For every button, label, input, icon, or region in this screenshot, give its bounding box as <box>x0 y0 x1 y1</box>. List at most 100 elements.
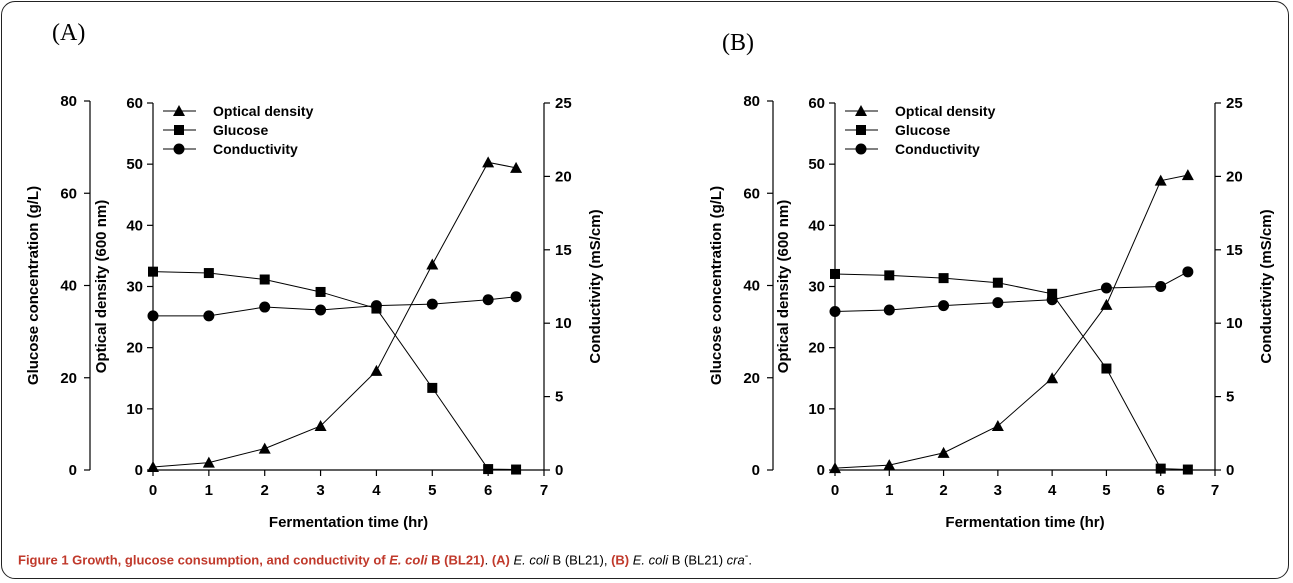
x-tick-label: 5 <box>1102 482 1110 499</box>
caption-period: . <box>484 552 492 568</box>
conductivity-tick-label: 20 <box>555 168 572 185</box>
conductivity-tick-label: 0 <box>1226 462 1234 479</box>
figure-caption: Figure 1 Growth, glucose consumption, an… <box>18 550 752 567</box>
data-point-optical-density <box>991 419 1004 431</box>
x-tick-label: 5 <box>428 482 436 499</box>
conductivity-tick-label: 10 <box>555 315 572 332</box>
data-point-conductivity <box>1100 282 1112 294</box>
caption-end: . <box>748 552 752 568</box>
legend-label: Optical density <box>213 103 314 119</box>
data-point-glucose <box>483 464 494 475</box>
glucose-tick-label: 20 <box>60 370 77 387</box>
data-point-glucose <box>427 382 438 393</box>
data-point-optical-density <box>1154 174 1167 186</box>
caption-text-b: B (BL21) <box>668 552 727 568</box>
data-point-conductivity <box>259 301 271 313</box>
x-tick-label: 0 <box>149 482 157 499</box>
data-point-glucose <box>1155 463 1166 474</box>
data-point-optical-density <box>883 459 896 471</box>
caption-gene-superscript: - <box>744 550 749 562</box>
conductivity-tick-label: 10 <box>1226 315 1243 332</box>
data-point-glucose <box>992 277 1003 288</box>
data-point-glucose <box>1182 464 1193 475</box>
od-axis-title: Optical density (600 nm) <box>93 200 110 373</box>
glucose-axis-title: Glucose concentration (g/L) <box>25 186 42 385</box>
chart-panel-b: (B) 0 1 2 3 4 5 6 7 Fermentation time (hr) 0 20 40 60… <box>708 30 1275 531</box>
legend-marker <box>855 105 867 116</box>
data-point-conductivity <box>883 304 895 316</box>
data-point-glucose <box>511 464 522 475</box>
glucose-axis-title: Glucose concentration (g/L) <box>708 186 725 385</box>
series-line-conductivity <box>834 271 1189 312</box>
x-tick-label: 3 <box>316 482 324 499</box>
caption-label-a: (A) <box>491 552 514 568</box>
od-tick-label: 40 <box>126 217 143 234</box>
glucose-tick-label: 60 <box>60 185 77 202</box>
glucose-tick-label: 60 <box>743 185 760 202</box>
data-point-optical-density <box>370 364 383 376</box>
panel-label: (B) <box>722 30 754 56</box>
od-tick-label: 10 <box>808 401 825 418</box>
series-conductivity <box>829 266 1194 317</box>
legend: Optical density Glucose Conductivity <box>163 103 314 157</box>
glucose-tick-label: 40 <box>743 278 760 295</box>
series-conductivity <box>147 291 522 322</box>
od-tick-label: 50 <box>808 156 825 173</box>
legend-marker <box>174 125 184 135</box>
x-tick-label: 4 <box>372 482 381 499</box>
glucose-tick-label: 80 <box>60 93 77 110</box>
data-point-optical-density <box>829 462 841 474</box>
legend-label: Glucose <box>213 122 268 138</box>
conductivity-tick-label: 15 <box>555 242 572 259</box>
conductivity-tick-label: 5 <box>555 389 563 406</box>
data-point-conductivity <box>426 298 438 310</box>
od-axis-title: Optical density (600 nm) <box>775 200 792 373</box>
data-point-glucose <box>148 266 158 277</box>
conductivity-tick-label: 15 <box>1226 242 1243 259</box>
data-point-glucose <box>938 273 949 284</box>
od-tick-label: 0 <box>817 462 825 479</box>
data-point-optical-density <box>482 156 495 168</box>
data-point-glucose <box>884 270 895 281</box>
legend: Optical density Glucose Conductivity <box>845 103 996 157</box>
data-point-optical-density <box>147 460 159 472</box>
data-point-glucose <box>259 274 270 285</box>
x-tick-label: 2 <box>939 482 947 499</box>
data-point-conductivity <box>1046 294 1058 306</box>
data-point-conductivity <box>147 310 159 322</box>
conductivity-tick-label: 25 <box>555 95 572 112</box>
glucose-tick-label: 0 <box>752 462 760 479</box>
data-point-optical-density <box>202 456 215 468</box>
od-tick-label: 30 <box>126 279 143 296</box>
legend-marker <box>173 105 185 116</box>
caption-label-b: (B) <box>611 552 633 568</box>
data-point-conductivity <box>315 304 327 316</box>
series-line-optical-density <box>152 161 517 468</box>
data-point-conductivity <box>1182 266 1194 278</box>
data-point-glucose <box>830 268 840 279</box>
legend-marker <box>173 143 185 155</box>
x-axis-title: Fermentation time (hr) <box>269 514 428 531</box>
conductivity-tick-label: 25 <box>1226 95 1243 112</box>
x-axis-title: Fermentation time (hr) <box>945 514 1104 531</box>
od-tick-label: 50 <box>126 156 143 173</box>
glucose-tick-label: 0 <box>69 462 77 479</box>
data-point-conductivity <box>482 294 494 306</box>
od-tick-label: 20 <box>126 340 143 357</box>
series-optical-density <box>147 156 523 472</box>
data-point-conductivity <box>829 305 841 317</box>
conductivity-axis-title: Conductivity (mS/cm) <box>1258 209 1275 363</box>
data-point-optical-density <box>1100 298 1113 310</box>
series-line-glucose <box>834 273 1188 471</box>
caption-title-text: Figure 1 Growth, glucose consumption, an… <box>18 552 390 568</box>
conductivity-axis-title: Conductivity (mS/cm) <box>587 209 604 363</box>
data-point-optical-density <box>1181 169 1194 181</box>
od-tick-label: 60 <box>126 95 143 112</box>
conductivity-tick-label: 20 <box>1226 168 1243 185</box>
caption-text-a: B (BL21), <box>548 552 612 568</box>
legend-marker <box>856 125 866 135</box>
legend-label: Optical density <box>895 103 996 119</box>
data-point-optical-density <box>314 419 327 431</box>
x-tick-label: 6 <box>484 482 492 499</box>
